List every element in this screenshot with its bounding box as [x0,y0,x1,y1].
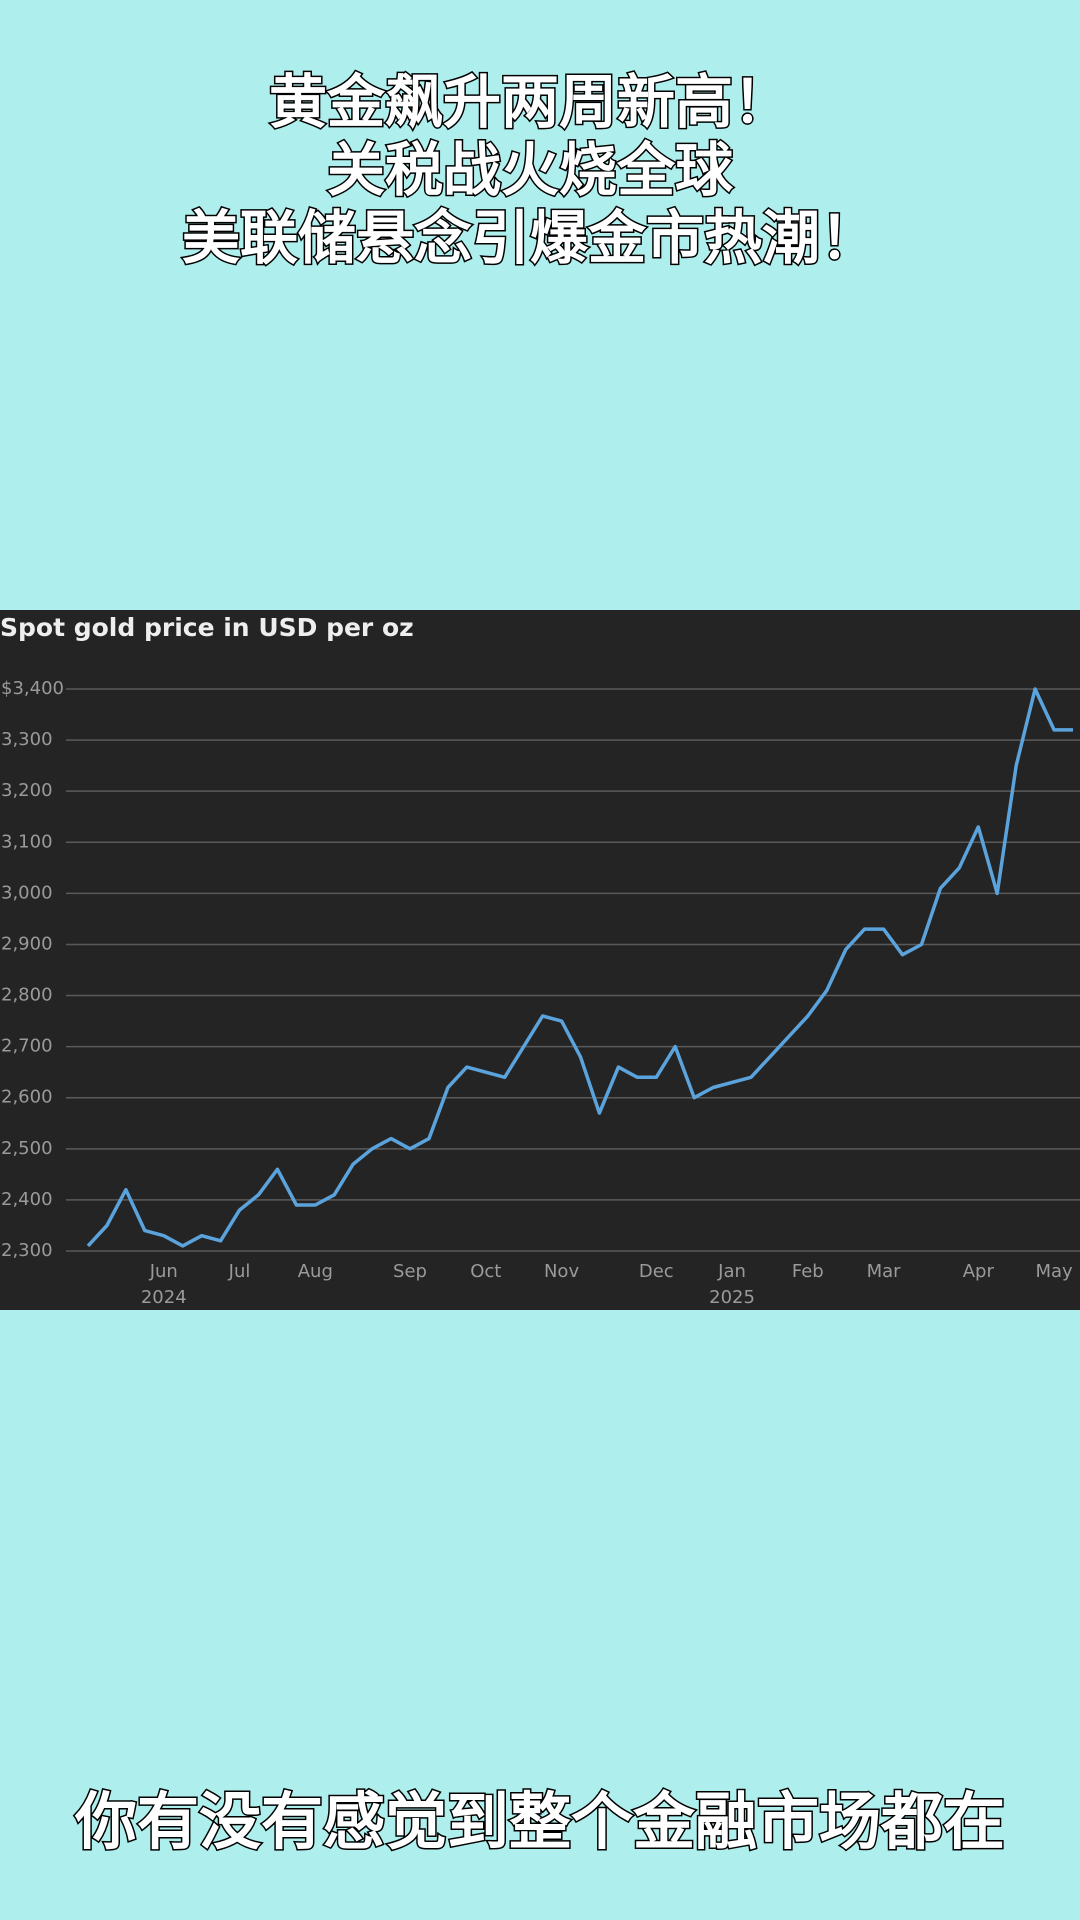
x-tick-label: Feb [791,1261,824,1282]
x-tick-label: May [1035,1261,1073,1282]
x-tick-label: Sep [393,1261,427,1282]
header-line: 黄金飙升两周新高！ [267,67,792,138]
y-tick-label: 2,500 [1,1138,53,1159]
y-tick-label: 3,300 [1,729,53,750]
y-tick-label: 2,400 [1,1189,53,1210]
x-tick-label: Jun 2024 [140,1261,187,1308]
chart-title: Spot gold price in USD per oz [0,613,414,642]
x-tick-label: Aug [297,1261,333,1282]
x-tick-label: Jul [228,1261,251,1282]
y-tick-label: 3,000 [1,882,53,903]
x-tick-label: Jan 2025 [709,1261,755,1308]
y-tick-label: $3,400 [1,678,64,699]
y-tick-label: 2,300 [1,1240,53,1261]
caption: 你有没有感觉到整个金融市场都在 [73,1784,1006,1860]
header-line: 美联储悬念引爆金市热潮！ [180,203,879,274]
y-tick-label: 2,600 [1,1087,53,1108]
y-tick-label: 2,800 [1,985,53,1006]
header-line: 关税战火烧全球 [325,135,734,206]
chart-panel: Spot gold price in USD per oz 2,300 2,400… [0,610,1080,1310]
y-tick-label: 2,900 [1,933,53,954]
x-tick-label: Nov [543,1261,580,1282]
header: 黄金飙升两周新高！ 关税战火烧全球 美联储悬念引爆金市热潮！ [0,67,1070,274]
y-tick-label: 3,200 [1,780,53,801]
x-tick-label: Mar [866,1261,901,1282]
y-tick-label: 3,100 [1,831,53,852]
x-tick-label: Apr [962,1261,994,1282]
price-line [86,687,1073,1248]
chart: Spot gold price in USD per oz 2,300 2,400… [0,613,1080,1261]
x-tick-label: Dec [638,1261,674,1282]
x-tick-label: Oct [470,1261,502,1282]
y-tick-label: 2,700 [1,1036,53,1057]
